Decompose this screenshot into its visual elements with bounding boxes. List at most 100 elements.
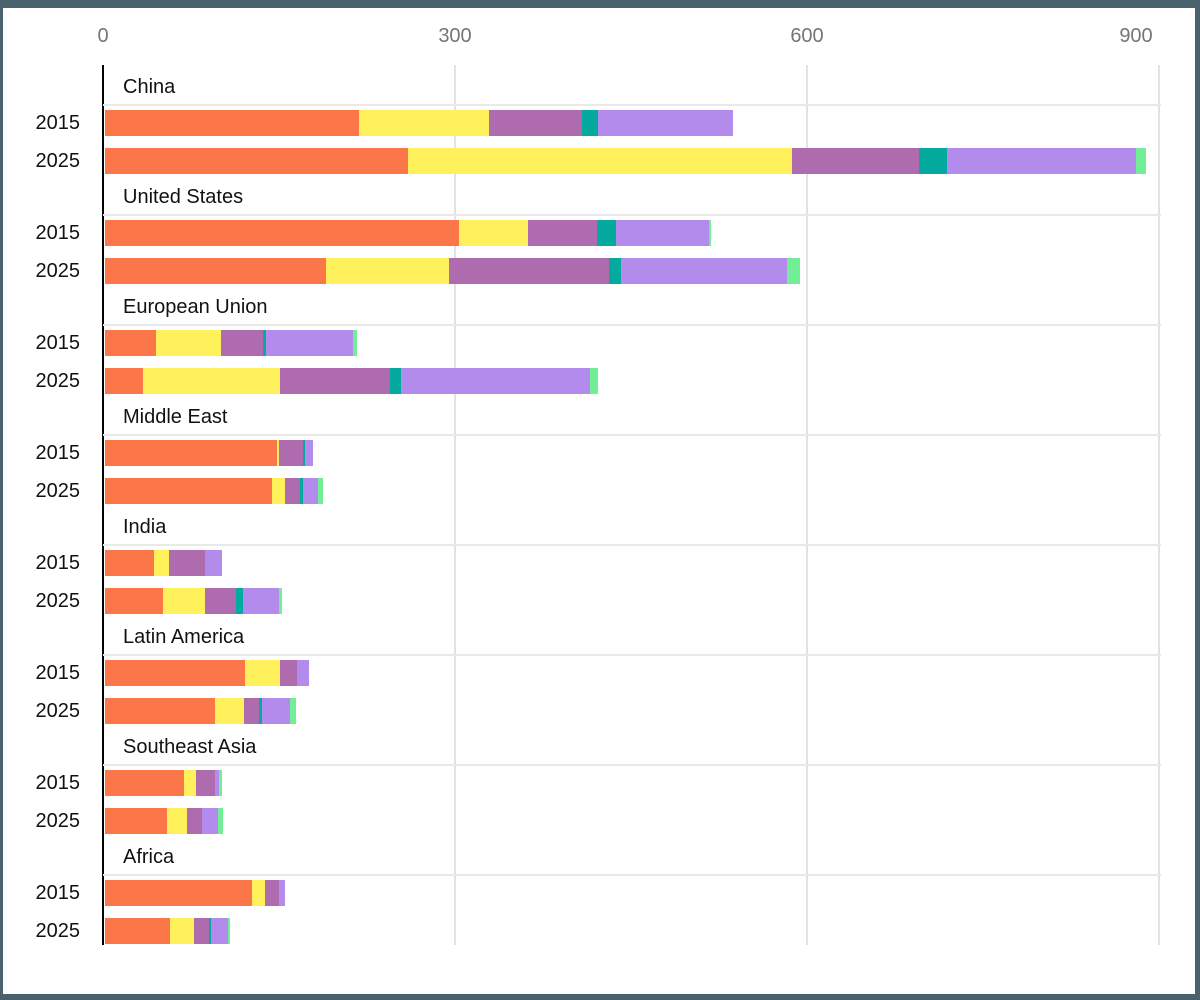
stacked-bar-united-states-2025 xyxy=(104,257,801,284)
year-label-2015: 2015 xyxy=(35,442,81,464)
frame-edge-top xyxy=(0,0,1200,8)
bar-segment-purple xyxy=(792,147,919,174)
bar-segment-yellow xyxy=(245,660,281,686)
bar-segment-yellow xyxy=(408,147,793,174)
bar-segment-orange xyxy=(104,550,154,576)
stacked-bar-china-2015 xyxy=(104,110,734,136)
bar-segment-orange xyxy=(104,917,171,944)
bar-segment-green xyxy=(289,697,296,724)
year-label-2015: 2015 xyxy=(35,332,81,354)
stacked-bar-africa-2025 xyxy=(104,917,231,944)
gridline-600 xyxy=(806,65,808,945)
bar-segment-orange xyxy=(104,330,157,356)
bar-segment-violet xyxy=(279,880,286,906)
bar-segment-green xyxy=(1135,147,1147,174)
bar-segment-green xyxy=(590,367,599,394)
bar-segment-yellow xyxy=(143,367,281,394)
bar-segment-purple xyxy=(196,770,215,796)
bar-segment-violet xyxy=(305,440,314,466)
bar-segment-orange xyxy=(104,440,277,466)
stacked-bar-united-states-2015 xyxy=(104,220,712,246)
bar-segment-teal xyxy=(300,477,303,504)
bar-segment-yellow xyxy=(276,440,280,466)
bar-segment-green xyxy=(787,257,801,284)
bar-segment-purple xyxy=(265,880,280,906)
bar-segment-purple xyxy=(449,257,609,284)
bar-segment-orange xyxy=(104,220,459,246)
bar-segment-purple xyxy=(193,917,209,944)
bar-segment-yellow xyxy=(170,917,194,944)
stacked-bar-middle-east-2015 xyxy=(104,440,314,466)
year-label-2025: 2025 xyxy=(35,919,81,942)
stacked-bar-india-2015 xyxy=(104,550,222,576)
bar-segment-orange xyxy=(104,807,167,834)
bar-segment-purple xyxy=(280,660,297,686)
y-axis-line xyxy=(102,65,104,945)
region-label-european-union: European Union xyxy=(123,296,268,318)
region-label-latin-america: Latin America xyxy=(123,626,245,648)
frame-edge-bottom xyxy=(0,994,1200,1000)
bar-segment-green xyxy=(218,807,223,834)
stacked-bar-africa-2015 xyxy=(104,880,286,906)
year-label-2025: 2025 xyxy=(35,699,81,722)
bar-segment-teal xyxy=(259,697,262,724)
stacked-bar-china-2025 xyxy=(104,147,1147,174)
bar-segment-violet xyxy=(620,257,788,284)
stacked-bar-southeast-asia-2015 xyxy=(104,770,222,796)
bar-segment-yellow xyxy=(458,220,529,246)
year-label-2015: 2015 xyxy=(35,222,81,244)
group-separator xyxy=(103,764,1161,766)
bar-segment-yellow xyxy=(214,697,245,724)
bar-segment-violet xyxy=(266,330,354,356)
stacked-bar-india-2025 xyxy=(104,587,282,614)
bar-segment-orange xyxy=(104,770,185,796)
bar-segment-orange xyxy=(104,110,360,136)
stacked-bar-middle-east-2025 xyxy=(104,477,323,504)
group-separator xyxy=(103,544,1161,546)
bar-segment-green xyxy=(227,917,231,944)
year-label-2015: 2015 xyxy=(35,112,81,134)
bar-segment-violet xyxy=(214,770,220,796)
bar-segment-purple xyxy=(220,330,263,356)
year-label-2025: 2025 xyxy=(35,259,81,282)
bar-segment-teal xyxy=(597,220,617,246)
bar-segment-violet xyxy=(261,697,290,724)
group-separator xyxy=(103,324,1161,326)
bar-segment-teal xyxy=(609,257,621,284)
bar-segment-purple xyxy=(285,477,301,504)
bar-segment-orange xyxy=(104,880,253,906)
gridline-300 xyxy=(454,65,456,945)
bar-segment-orange xyxy=(104,367,144,394)
bar-segment-orange xyxy=(104,660,246,686)
region-label-united-states: United States xyxy=(123,186,244,208)
stacked-bar-european-union-2025 xyxy=(104,367,599,394)
bar-segment-teal xyxy=(918,147,947,174)
bar-segment-violet xyxy=(302,477,319,504)
bar-segment-purple xyxy=(280,367,390,394)
gridline-900 xyxy=(1158,65,1160,945)
bar-segment-orange xyxy=(104,587,164,614)
region-label-africa: Africa xyxy=(123,846,175,868)
bar-segment-violet xyxy=(296,660,309,686)
bar-segment-yellow xyxy=(359,110,490,136)
region-label-india: India xyxy=(123,516,167,538)
bar-segment-violet xyxy=(211,917,228,944)
year-label-2025: 2025 xyxy=(35,479,81,502)
bar-segment-yellow xyxy=(156,330,221,356)
x-axis-tick-label-600: 600 xyxy=(790,25,824,47)
group-separator xyxy=(103,214,1161,216)
bar-segment-green xyxy=(708,220,712,246)
region-label-china: China xyxy=(123,76,176,98)
group-separator xyxy=(103,434,1161,436)
year-label-2025: 2025 xyxy=(35,369,81,392)
stacked-bar-latin-america-2025 xyxy=(104,697,296,724)
x-axis-tick-label-300: 300 xyxy=(438,25,472,47)
group-separator xyxy=(103,874,1161,876)
bar-segment-purple xyxy=(489,110,583,136)
frame-edge-right xyxy=(1195,0,1200,1000)
x-axis-tick-label-0: 0 xyxy=(97,25,109,47)
bar-segment-yellow xyxy=(326,257,450,284)
bar-segment-violet xyxy=(401,367,591,394)
year-label-2015: 2015 xyxy=(35,662,81,684)
